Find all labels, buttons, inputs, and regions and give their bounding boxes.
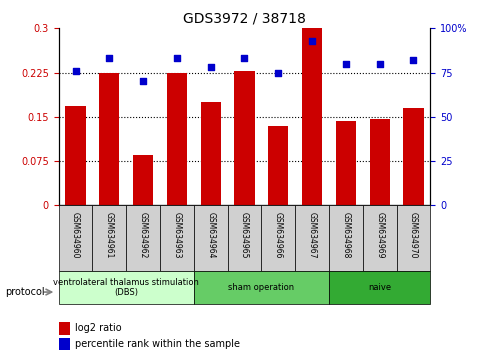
Bar [133, 155, 153, 205]
Point [173, 56, 181, 61]
Text: naive: naive [367, 283, 390, 292]
Point [274, 70, 282, 75]
Text: GSM634968: GSM634968 [341, 212, 349, 258]
Text: GSM634965: GSM634965 [240, 212, 248, 258]
Text: GSM634963: GSM634963 [172, 212, 181, 258]
Text: ventrolateral thalamus stimulation
(DBS): ventrolateral thalamus stimulation (DBS) [53, 278, 199, 297]
Bar [234, 71, 254, 205]
Bar [335, 121, 355, 205]
FancyBboxPatch shape [160, 205, 193, 271]
Text: GSM634964: GSM634964 [206, 212, 215, 258]
Point [408, 57, 416, 63]
Text: protocol: protocol [5, 287, 44, 297]
Bar [267, 126, 288, 205]
Text: GSM634961: GSM634961 [104, 212, 114, 258]
FancyBboxPatch shape [59, 271, 193, 304]
FancyBboxPatch shape [362, 205, 396, 271]
Text: GSM634969: GSM634969 [374, 212, 384, 258]
Bar [59, 338, 70, 350]
Point [72, 68, 80, 74]
FancyBboxPatch shape [59, 205, 92, 271]
FancyBboxPatch shape [295, 205, 328, 271]
FancyBboxPatch shape [193, 205, 227, 271]
Point [206, 64, 214, 70]
FancyBboxPatch shape [126, 205, 160, 271]
Bar [369, 119, 389, 205]
Text: GSM634970: GSM634970 [408, 212, 417, 258]
Point [240, 56, 248, 61]
Bar [59, 322, 70, 335]
FancyBboxPatch shape [92, 205, 126, 271]
Text: GSM634966: GSM634966 [273, 212, 282, 258]
Text: percentile rank within the sample: percentile rank within the sample [75, 339, 240, 349]
FancyBboxPatch shape [328, 205, 362, 271]
Bar [99, 73, 119, 205]
FancyBboxPatch shape [328, 271, 429, 304]
Text: GSM634960: GSM634960 [71, 212, 80, 258]
Bar [301, 28, 322, 205]
Bar [403, 108, 423, 205]
Bar [166, 73, 187, 205]
Point [307, 38, 315, 44]
Bar [200, 102, 221, 205]
Text: GSM634962: GSM634962 [139, 212, 147, 258]
Point [105, 56, 113, 61]
Point [139, 79, 147, 84]
FancyBboxPatch shape [396, 205, 429, 271]
Text: GSM634967: GSM634967 [307, 212, 316, 258]
FancyBboxPatch shape [261, 205, 295, 271]
Title: GDS3972 / 38718: GDS3972 / 38718 [183, 12, 305, 26]
Bar [65, 106, 85, 205]
Point [375, 61, 383, 67]
Text: log2 ratio: log2 ratio [75, 323, 122, 333]
Text: sham operation: sham operation [228, 283, 294, 292]
Point [341, 61, 349, 67]
FancyBboxPatch shape [193, 271, 328, 304]
FancyBboxPatch shape [227, 205, 261, 271]
